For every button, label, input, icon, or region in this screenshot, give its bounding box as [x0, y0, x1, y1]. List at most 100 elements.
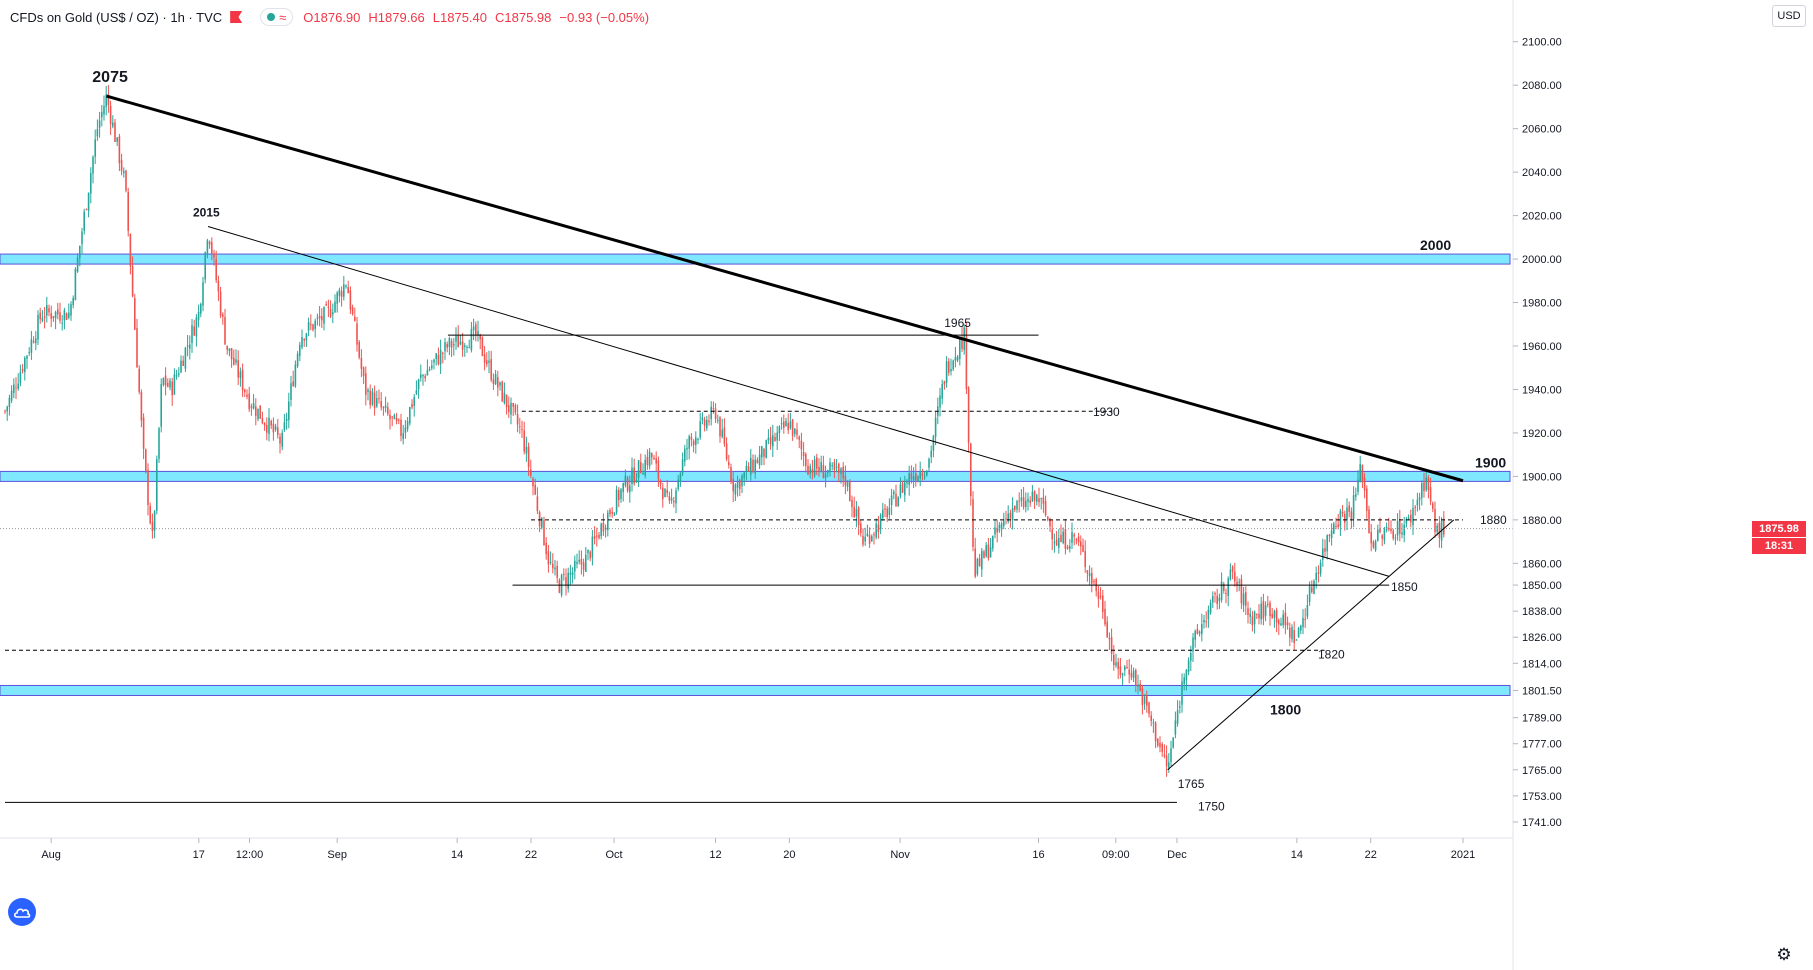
candle-body	[149, 505, 151, 523]
candle-body	[1036, 495, 1038, 502]
tradingview-logo-icon[interactable]	[8, 898, 36, 926]
candle-body	[52, 315, 55, 318]
price-axis[interactable]: 2100.00 2080.00 2060.00 2040.00 2020.00 2000.…	[1512, 0, 1562, 970]
candle-body	[195, 317, 198, 337]
candle-body	[840, 468, 842, 475]
candle-body	[230, 348, 233, 360]
candle-body	[1370, 532, 1372, 544]
symbol-legend: CFDs on Gold (US$ / OZ) · 1h · TVC ≈ O18…	[10, 6, 657, 28]
time-tick-label: 20	[783, 849, 795, 861]
candle-body	[1014, 505, 1016, 510]
candle-body	[94, 139, 96, 157]
time-axis[interactable]: Aug 17 12:00 Sep 14 22 Oct 12 20 Nov 16 09:00 Dec 14 2…	[0, 837, 1513, 861]
candle-body	[292, 381, 294, 386]
candle-body	[822, 464, 825, 479]
candle-body	[299, 344, 301, 356]
candle-body	[662, 487, 664, 500]
candle-body	[189, 344, 191, 349]
candle-body	[670, 498, 673, 501]
candle-body	[1185, 670, 1188, 681]
candle-body	[574, 560, 576, 572]
candle-body	[939, 395, 941, 408]
candle-body	[626, 477, 629, 491]
candle-body	[1203, 619, 1205, 623]
candle-body	[1410, 514, 1412, 523]
candle-body	[648, 451, 651, 467]
candle-body	[926, 470, 928, 476]
candle-body	[549, 562, 552, 564]
candle-body	[1113, 655, 1115, 666]
candle-body	[389, 414, 391, 420]
candle-body	[820, 462, 822, 472]
indicator-toggle[interactable]: ≈	[260, 8, 294, 26]
candle-body	[950, 368, 952, 372]
candle-body	[1262, 601, 1265, 619]
candle-body	[519, 426, 521, 428]
symbol-title[interactable]: CFDs on Gold (US$ / OZ) · 1h · TVC	[10, 9, 223, 25]
candle-body	[765, 440, 767, 458]
candle-body	[13, 384, 15, 393]
candle-body	[1148, 702, 1150, 715]
candle-body	[651, 453, 653, 458]
candle-body	[1029, 500, 1031, 503]
candle-body	[1212, 596, 1214, 603]
candle-body	[398, 419, 400, 421]
candle-body	[1033, 491, 1036, 501]
candle-body	[1031, 491, 1034, 502]
candle-body	[28, 352, 30, 354]
candle-body	[710, 406, 712, 420]
candle-body	[516, 413, 519, 425]
candle-body	[928, 459, 930, 468]
candle-body	[156, 459, 158, 511]
candle-body	[644, 459, 646, 476]
candle-body	[1337, 524, 1339, 527]
candle-body	[873, 534, 875, 536]
candle-body	[318, 315, 321, 319]
candle-body	[1192, 637, 1194, 652]
candle-body	[961, 337, 963, 349]
candle-body	[1139, 683, 1141, 691]
candle-body	[277, 427, 279, 435]
candle-body	[622, 483, 624, 492]
candle-body	[917, 476, 919, 482]
candle-body	[703, 419, 706, 426]
candle-body	[699, 421, 701, 438]
visibility-icon[interactable]	[267, 13, 276, 21]
candle-body	[829, 462, 831, 472]
candle-body	[125, 170, 127, 191]
candle-body	[844, 475, 847, 486]
candle-body	[879, 514, 882, 530]
candle-body	[175, 375, 178, 377]
currency-button[interactable]: USD	[1772, 5, 1806, 27]
candle-body	[4, 410, 6, 412]
candle-body	[609, 510, 611, 515]
level-label-1880: 1880	[1480, 513, 1507, 527]
candle-body	[442, 352, 444, 354]
candle-body	[235, 359, 237, 363]
candle-body	[1234, 571, 1236, 582]
price-tick-label: 1826.00	[1522, 632, 1562, 644]
candle-body	[1407, 517, 1410, 519]
candle-body	[818, 466, 820, 472]
countdown-tag: 18:31	[1752, 537, 1806, 554]
candle-body	[923, 476, 926, 478]
candle-body	[633, 467, 635, 484]
candle-body	[668, 496, 671, 501]
candle-body	[1359, 463, 1361, 481]
candle-body	[816, 457, 818, 469]
wave-icon[interactable]: ≈	[279, 9, 287, 25]
candle-body	[48, 308, 50, 313]
candle-body	[714, 408, 717, 419]
gear-icon[interactable]: ⚙	[1776, 945, 1792, 964]
ohlc-low: L1875.40	[432, 9, 488, 25]
candle-body	[723, 427, 726, 444]
candle-body	[105, 94, 107, 107]
flag-icon[interactable]	[230, 11, 243, 23]
candle-body	[1196, 628, 1199, 634]
candle-body	[921, 473, 924, 476]
candle-body	[596, 535, 598, 537]
candle-body	[1304, 619, 1306, 621]
candle-body	[1163, 754, 1166, 756]
candle-body	[1159, 742, 1161, 748]
